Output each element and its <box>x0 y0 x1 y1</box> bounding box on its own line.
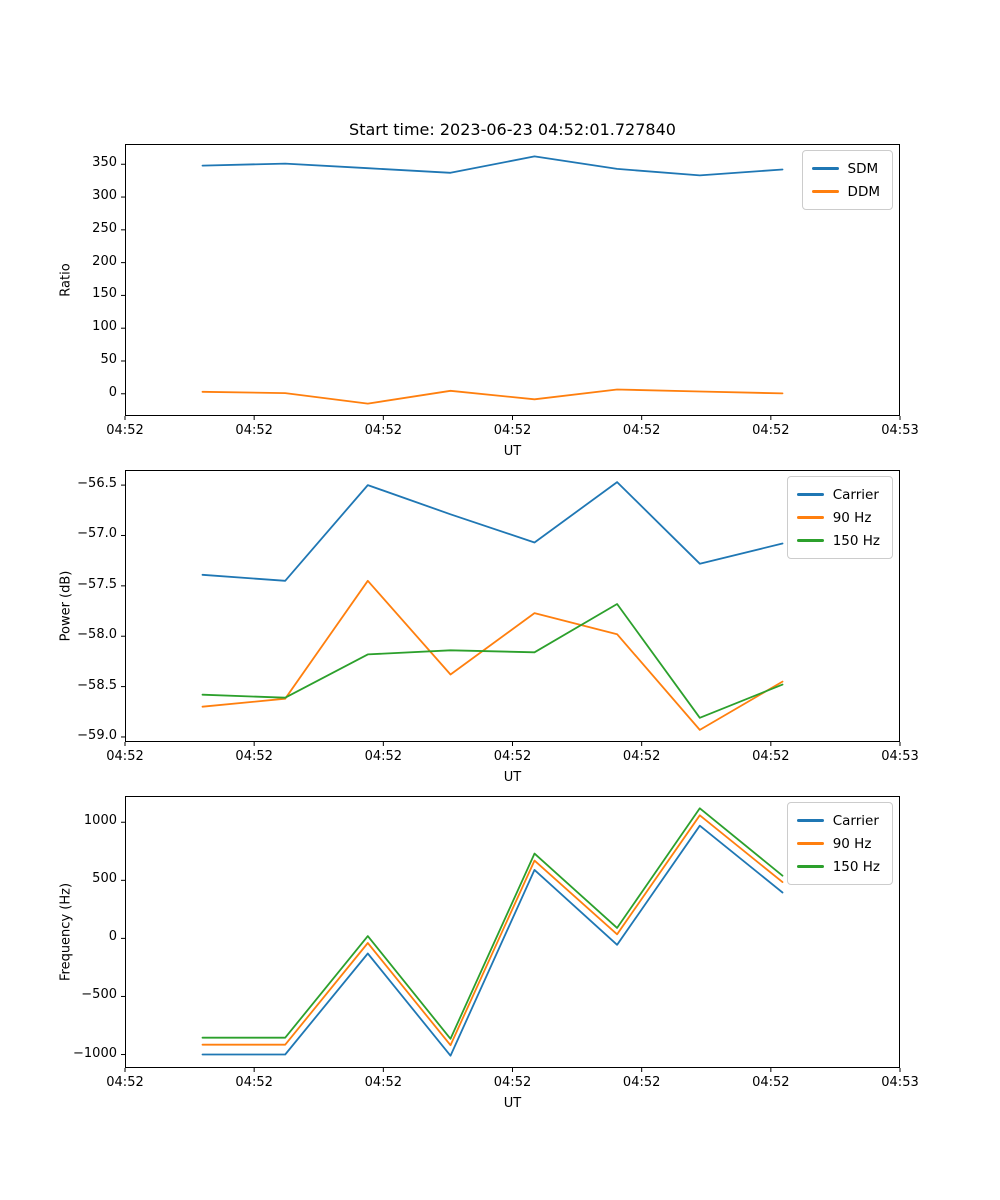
legend: Carrier 90 Hz 150 Hz <box>786 802 893 885</box>
x-tick-label: 04:52 <box>622 423 661 438</box>
x-tick-label: 04:52 <box>364 1075 403 1090</box>
legend-item: Carrier <box>796 809 880 832</box>
y-tick-label: −57.5 <box>77 576 117 592</box>
legend-item: DDM <box>811 180 880 203</box>
y-tick-label: −58.0 <box>77 627 117 643</box>
y-tick-label: 250 <box>92 220 117 236</box>
series-line-150-hz <box>201 807 784 1040</box>
legend-line-swatch <box>796 865 824 868</box>
plot-area <box>121 470 901 746</box>
legend-item: 150 Hz <box>796 855 880 878</box>
legend-label: 150 Hz <box>832 858 880 875</box>
x-tick-label: 04:52 <box>235 749 273 764</box>
y-axis-label: Ratio <box>58 263 74 297</box>
y-tick-label: −59.0 <box>77 727 117 743</box>
x-ticks <box>124 1068 901 1072</box>
x-axis-label: UT <box>503 770 522 785</box>
y-tick-label: −57.0 <box>77 526 117 542</box>
legend-line-swatch <box>811 167 839 170</box>
x-tick-label: 04:53 <box>881 423 919 438</box>
y-tick-label: 0 <box>108 384 117 400</box>
x-ticks <box>124 742 901 746</box>
series-line-ddm <box>201 388 784 405</box>
legend-line-swatch <box>796 493 824 496</box>
plot-border <box>125 144 900 416</box>
x-tick-label: 04:52 <box>752 423 790 438</box>
legend-label: Carrier <box>832 812 879 829</box>
x-tick-label: 04:52 <box>493 1075 532 1090</box>
legend-item: SDM <box>811 157 880 180</box>
y-tick-label: −56.5 <box>77 476 117 492</box>
legend-item: 150 Hz <box>796 529 880 552</box>
series-line-90-hz <box>201 814 784 1047</box>
plot-area <box>121 796 901 1072</box>
plot-border <box>125 470 900 742</box>
y-axis-label: Power (dB) <box>58 570 74 642</box>
x-tick-label: 04:52 <box>493 749 532 764</box>
legend-item: 90 Hz <box>796 506 880 529</box>
series-line-90-hz <box>201 579 784 731</box>
y-tick-label: 0 <box>108 929 117 945</box>
x-tick-label: 04:52 <box>235 1075 273 1090</box>
x-tick-label: 04:52 <box>106 423 144 438</box>
x-tick-label: 04:53 <box>881 749 919 764</box>
legend-label: SDM <box>847 160 879 177</box>
legend-label: 90 Hz <box>832 835 872 852</box>
x-axis-label: UT <box>503 1096 522 1111</box>
series-line-sdm <box>201 155 784 177</box>
legend: SDM DDM <box>801 150 893 210</box>
legend-label: DDM <box>847 183 880 200</box>
plot-area <box>121 144 901 420</box>
legend-label: 90 Hz <box>832 509 872 526</box>
y-tick-label: −58.5 <box>77 677 117 693</box>
y-tick-label: 500 <box>92 871 117 887</box>
x-tick-label: 04:52 <box>493 423 532 438</box>
legend-line-swatch <box>796 539 824 542</box>
y-tick-label: 300 <box>92 188 117 204</box>
x-tick-label: 04:52 <box>752 749 790 764</box>
y-ticks <box>121 821 125 1056</box>
plot-border <box>125 796 900 1068</box>
x-tick-label: 04:52 <box>622 1075 661 1090</box>
y-tick-label: −1000 <box>73 1045 117 1061</box>
y-tick-label: 1000 <box>83 813 117 829</box>
legend: Carrier 90 Hz 150 Hz <box>786 476 893 559</box>
x-tick-label: 04:53 <box>881 1075 919 1090</box>
y-tick-label: 100 <box>92 319 117 335</box>
legend-label: 150 Hz <box>832 532 880 549</box>
y-axis-label: Frequency (Hz) <box>58 882 74 982</box>
y-tick-label: 350 <box>92 155 117 171</box>
x-tick-label: 04:52 <box>364 749 403 764</box>
series-line-150-hz <box>201 603 784 719</box>
legend-item: Carrier <box>796 483 880 506</box>
y-tick-label: 200 <box>92 253 117 269</box>
x-tick-label: 04:52 <box>235 423 273 438</box>
y-tick-label: 50 <box>100 351 117 367</box>
series-line-carrier <box>201 824 784 1057</box>
x-tick-label: 04:52 <box>106 749 144 764</box>
x-axis-label: UT <box>503 444 522 459</box>
x-tick-label: 04:52 <box>752 1075 790 1090</box>
x-tick-label: 04:52 <box>364 423 403 438</box>
y-tick-label: −500 <box>81 987 117 1003</box>
y-ticks <box>121 484 125 738</box>
x-tick-label: 04:52 <box>106 1075 144 1090</box>
x-tick-label: 04:52 <box>622 749 661 764</box>
legend-line-swatch <box>796 842 824 845</box>
legend-item: 90 Hz <box>796 832 880 855</box>
y-tick-label: 150 <box>92 286 117 302</box>
legend-line-swatch <box>796 516 824 519</box>
legend-line-swatch <box>811 190 839 193</box>
legend-line-swatch <box>796 819 824 822</box>
x-ticks <box>124 416 901 420</box>
legend-label: Carrier <box>832 486 879 503</box>
chart-title: Start time: 2023-06-23 04:52:01.727840 <box>349 120 676 139</box>
y-ticks <box>121 163 125 395</box>
series-line-carrier <box>201 481 784 582</box>
